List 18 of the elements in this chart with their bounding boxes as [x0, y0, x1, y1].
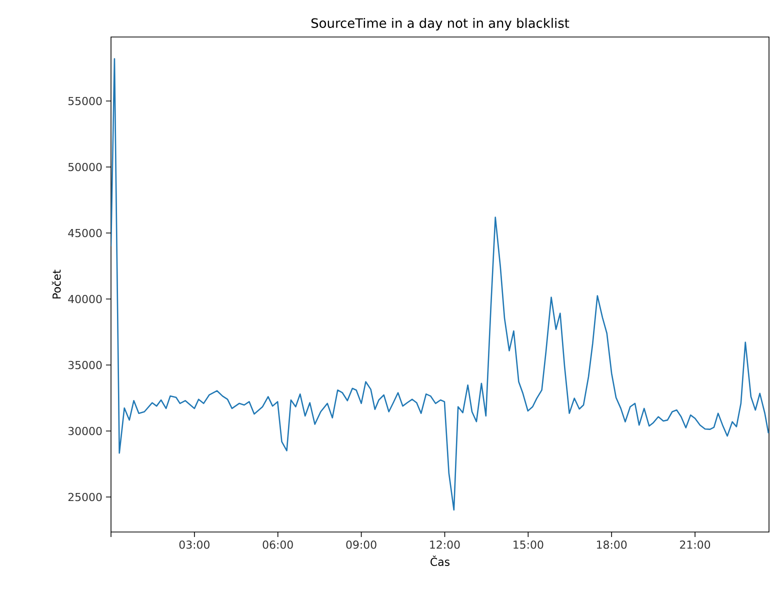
y-tick-label: 35000 [68, 360, 102, 370]
x-tick-label: 12:00 [430, 540, 460, 549]
x-tick-label: 09:00 [346, 540, 376, 549]
y-tick-label: 45000 [68, 228, 102, 238]
y-tick-label: 30000 [68, 426, 102, 436]
y-tick-label: 50000 [68, 162, 102, 172]
y-tick-label: 40000 [68, 294, 102, 304]
x-axis-title: Čas [430, 556, 450, 566]
y-tick-label: 55000 [68, 96, 102, 106]
chart-title: SourceTime in a day not in any blacklist [311, 18, 570, 30]
x-tick-label: 06:00 [262, 540, 293, 549]
x-tick-label: 21:00 [680, 540, 710, 549]
x-tick-label: 03:00 [179, 540, 210, 549]
x-tick-label: 15:00 [514, 540, 544, 549]
y-axis-title: Počet [52, 270, 61, 298]
x-tick-label: 18:00 [597, 540, 627, 549]
y-tick-label: 25000 [68, 492, 102, 502]
line-series [111, 58, 770, 511]
